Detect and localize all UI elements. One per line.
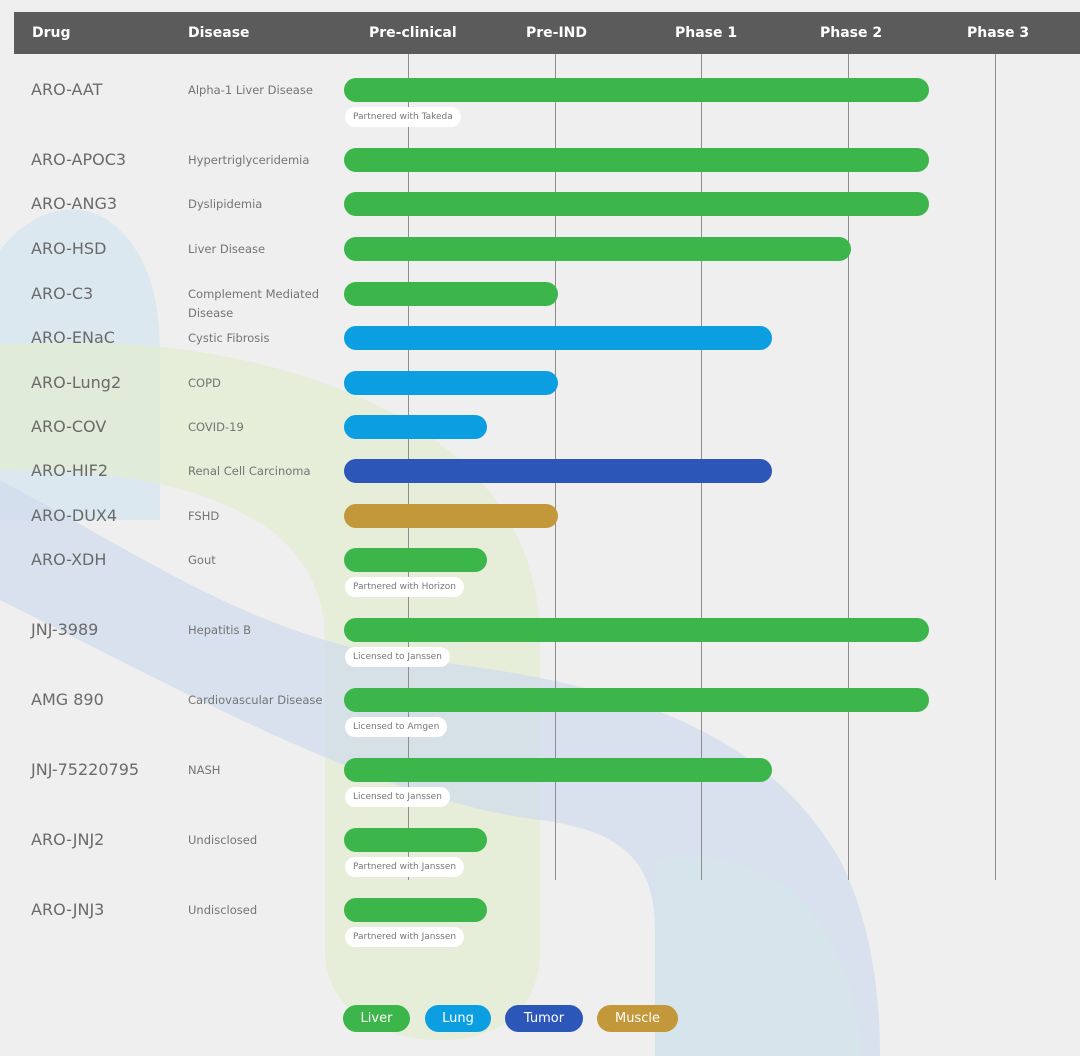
drug-label: ARO-JNJ2 xyxy=(31,830,105,849)
drug-label: ARO-COV xyxy=(31,417,107,436)
disease-label: Gout xyxy=(188,553,216,567)
disease-label: Hepatitis B xyxy=(188,623,252,637)
header-stage-phase3: Phase 3 xyxy=(967,25,1030,41)
drug-label: ARO-ANG3 xyxy=(31,194,118,213)
pipeline-bar xyxy=(344,78,929,102)
pipeline-bar xyxy=(344,758,772,782)
header-stage-phase1: Phase 1 xyxy=(675,25,738,41)
drug-label: ARO-APOC3 xyxy=(31,150,127,169)
legend-item-liver: Liver xyxy=(343,1005,410,1032)
partner-note: Licensed to Janssen xyxy=(345,787,450,807)
disease-label: COPD xyxy=(188,376,221,390)
pipeline-bar xyxy=(344,898,487,922)
drug-label: JNJ-75220795 xyxy=(31,760,140,779)
drug-label: ARO-JNJ3 xyxy=(31,900,105,919)
disease-label: Alpha-1 Liver Disease xyxy=(188,83,313,97)
chart-header: Drug Disease Pre-clinical Pre-IND Phase … xyxy=(14,12,1080,54)
disease-label: Undisclosed xyxy=(188,903,258,917)
partner-note: Partnered with Horizon xyxy=(345,577,464,597)
drug-label: ARO-HIF2 xyxy=(31,461,109,480)
legend-item-tumor: Tumor xyxy=(505,1005,583,1032)
disease-label: Liver Disease xyxy=(188,242,266,256)
pipeline-bar xyxy=(344,459,772,483)
drug-label: ARO-XDH xyxy=(31,550,107,569)
legend-item-lung: Lung xyxy=(425,1005,491,1032)
pipeline-bar xyxy=(344,237,851,261)
pipeline-bar xyxy=(344,618,929,642)
gridline-4 xyxy=(848,54,849,880)
drug-label: ARO-Lung2 xyxy=(31,373,122,392)
partner-note: Licensed to Janssen xyxy=(345,647,450,667)
drug-label: ARO-ENaC xyxy=(31,328,115,347)
disease-label: Complement Mediated Disease xyxy=(188,287,319,320)
disease-label: Cystic Fibrosis xyxy=(188,331,270,345)
drug-label: AMG 890 xyxy=(31,690,104,709)
pipeline-bar xyxy=(344,415,487,439)
drug-label: ARO-AAT xyxy=(31,80,103,99)
header-stage-preind: Pre-IND xyxy=(526,25,588,41)
pipeline-bar xyxy=(344,504,558,528)
header-disease: Disease xyxy=(188,25,250,41)
drug-label: ARO-HSD xyxy=(31,239,107,258)
header-stage-preclinical: Pre-clinical xyxy=(369,25,457,41)
partner-note: Licensed to Amgen xyxy=(345,717,448,737)
pipeline-bar xyxy=(344,828,487,852)
disease-label: Renal Cell Carcinoma xyxy=(188,464,311,478)
drug-label: ARO-C3 xyxy=(31,284,94,303)
header-stage-phase2: Phase 2 xyxy=(820,25,883,41)
disease-label: Undisclosed xyxy=(188,833,258,847)
pipeline-bar xyxy=(344,282,558,306)
partner-note: Partnered with Janssen xyxy=(345,857,465,877)
header-drug: Drug xyxy=(32,25,71,41)
disease-label: COVID-19 xyxy=(188,420,244,434)
disease-label: NASH xyxy=(188,763,221,777)
pipeline-bar xyxy=(344,371,558,395)
pipeline-bar xyxy=(344,548,487,572)
disease-label: Hypertriglyceridemia xyxy=(188,153,310,167)
drug-label: ARO-DUX4 xyxy=(31,506,118,525)
partner-note: Partnered with Takeda xyxy=(345,107,461,127)
pipeline-bar xyxy=(344,192,929,216)
pipeline-bar xyxy=(344,688,929,712)
disease-label: FSHD xyxy=(188,509,220,523)
gridline-5 xyxy=(995,54,996,880)
partner-note: Partnered with Janssen xyxy=(345,927,465,947)
disease-label: Dyslipidemia xyxy=(188,197,263,211)
pipeline-bar xyxy=(344,148,929,172)
legend-item-muscle: Muscle xyxy=(597,1005,678,1032)
disease-label: Cardiovascular Disease xyxy=(188,693,323,707)
pipeline-bar xyxy=(344,326,772,350)
drug-label: JNJ-3989 xyxy=(31,620,99,639)
